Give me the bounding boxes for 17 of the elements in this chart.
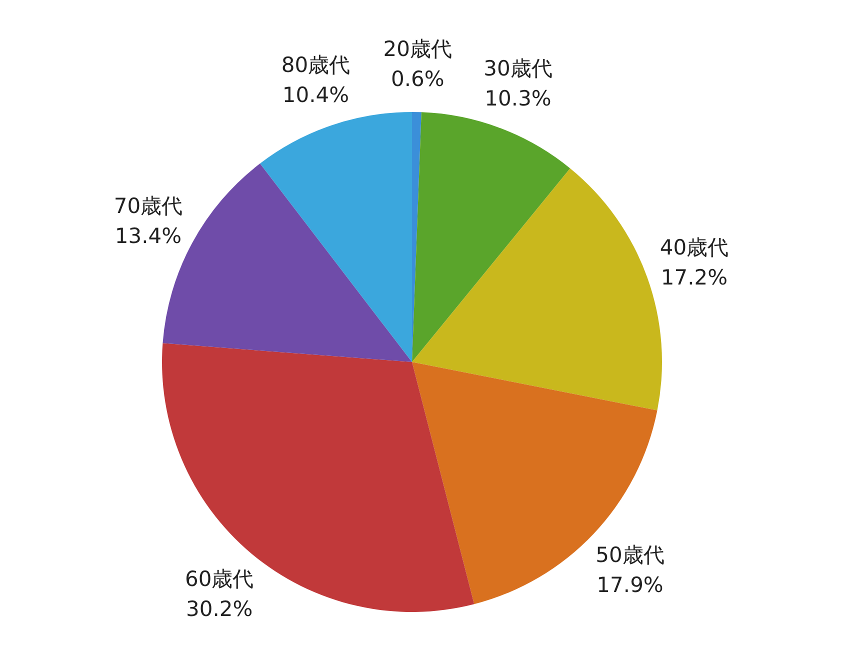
slice-label: 70歳代	[114, 194, 183, 218]
slice-label: 60歳代	[184, 566, 254, 591]
data-label: 0.6%	[390, 67, 444, 92]
pie-slice	[260, 112, 412, 362]
data-label: 10.4%	[282, 82, 350, 107]
pie-slice	[412, 168, 662, 410]
data-label: 17.2%	[660, 265, 728, 290]
data-label: 17.9%	[596, 573, 664, 598]
slice-label: 30歳代	[484, 56, 552, 80]
data-label: 13.4%	[114, 224, 182, 248]
pie-slice	[412, 112, 570, 362]
data-label: 10.3%	[484, 86, 552, 110]
slice-label: 50歳代	[596, 543, 664, 568]
slice-label: 20歳代	[383, 37, 452, 62]
slice-label: 40歳代	[660, 235, 729, 260]
data-label: 30.2%	[186, 596, 253, 621]
slice-label: 80歳代	[281, 52, 350, 77]
